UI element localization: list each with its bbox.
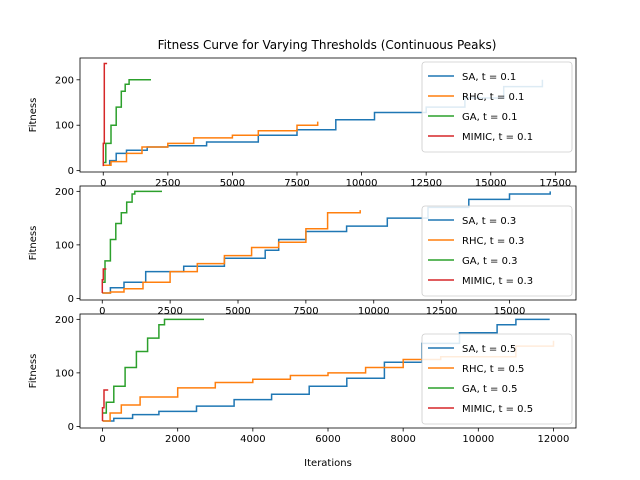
x-tick-label: 0: [100, 178, 106, 189]
legend-label-mimic: MIMIC, t = 0.3: [462, 276, 533, 287]
axes-frame: [79, 185, 577, 301]
x-tick-label: 2500: [155, 178, 180, 189]
series-line-mimic: [101, 268, 107, 293]
y-tick-label: 200: [55, 75, 74, 86]
x-tick-label: 10000: [462, 434, 494, 445]
x-tick-label: 2500: [157, 306, 182, 317]
panel-3: 0 2000 4000 6000 8000 10000 12000 0 100 200 Fitnes…: [28, 313, 577, 469]
series-line-mimic: [102, 62, 108, 167]
panel-1: 0 2500 5000 7500 10000 12500 15000 17500 0 100 200…: [28, 57, 577, 189]
legend: SA, t = 0.3 RHC, t = 0.3 GA, t = 0.3 MIMIC,…: [421, 205, 573, 297]
x-tick-label: 2000: [165, 434, 190, 445]
x-tick-label: 5000: [225, 306, 250, 317]
y-tick-label: 200: [55, 315, 74, 326]
series-line-ga: [102, 190, 162, 284]
x-tick-label: 6000: [315, 434, 340, 445]
x-tick-label: 7500: [293, 306, 318, 317]
series-line-rhc: [103, 121, 319, 166]
x-tick-label: 8000: [390, 434, 415, 445]
legend-label-sa: SA, t = 0.5: [462, 344, 516, 355]
series-line-rhc: [102, 210, 361, 294]
legend-label-mimic: MIMIC, t = 0.5: [462, 404, 533, 415]
x-tick-label: 4000: [240, 434, 265, 445]
series-line-ga: [103, 79, 151, 164]
legend-box: [421, 61, 573, 153]
y-tick-label: 100: [55, 121, 74, 132]
x-tick-label: 12500: [410, 178, 442, 189]
y-tick-label: 100: [55, 240, 74, 251]
series-line-ga: [102, 318, 204, 414]
legend-label-rhc: RHC, t = 0.1: [462, 92, 524, 103]
legend-box: [421, 333, 573, 425]
axes-frame: [79, 57, 577, 173]
y-axis-label: Fitness: [28, 354, 39, 389]
y-tick-label: 200: [55, 187, 74, 198]
x-tick-label: 7500: [284, 178, 309, 189]
x-tick-label: 12500: [426, 306, 458, 317]
x-tick-label: 5000: [220, 178, 245, 189]
y-tick-label: 100: [55, 368, 74, 379]
legend: SA, t = 0.5 RHC, t = 0.5 GA, t = 0.5 MIMIC,…: [421, 333, 573, 425]
legend-label-ga: GA, t = 0.3: [462, 256, 518, 267]
legend-label-rhc: RHC, t = 0.5: [462, 364, 524, 375]
legend: SA, t = 0.1 RHC, t = 0.1 GA, t = 0.1 MIMIC,…: [421, 61, 573, 153]
y-tick-label: 0: [68, 166, 74, 177]
x-tick-label: 17500: [539, 178, 571, 189]
y-tick-label: 0: [68, 294, 74, 305]
x-tick-label: 15000: [475, 178, 507, 189]
series-line-sa: [102, 191, 551, 294]
legend-label-ga: GA, t = 0.1: [462, 112, 518, 123]
x-tick-label: 10000: [346, 178, 378, 189]
x-tick-label: 10000: [358, 306, 390, 317]
y-axis-label: Fitness: [28, 98, 39, 133]
legend-label-sa: SA, t = 0.1: [462, 72, 516, 83]
legend-box: [421, 205, 573, 297]
series-line-sa: [102, 318, 550, 422]
x-tick-label: 0: [99, 434, 105, 445]
legend-label-sa: SA, t = 0.3: [462, 216, 516, 227]
legend-label-mimic: MIMIC, t = 0.1: [462, 132, 533, 143]
y-axis-label: Fitness: [28, 226, 39, 261]
y-tick-label: 0: [68, 422, 74, 433]
x-tick-label: 0: [99, 306, 105, 317]
x-axis-label: Iterations: [304, 458, 352, 469]
x-tick-label: 15000: [494, 306, 526, 317]
x-tick-label: 12000: [538, 434, 570, 445]
series-line-mimic: [101, 389, 109, 421]
legend-label-ga: GA, t = 0.5: [462, 384, 518, 395]
chart-title: Fitness Curve for Varying Thresholds (Co…: [158, 38, 497, 52]
legend-label-rhc: RHC, t = 0.3: [462, 236, 524, 247]
panel-2: 0 2500 5000 7500 10000 12500 15000 0 100 200 Fitne…: [28, 185, 577, 317]
